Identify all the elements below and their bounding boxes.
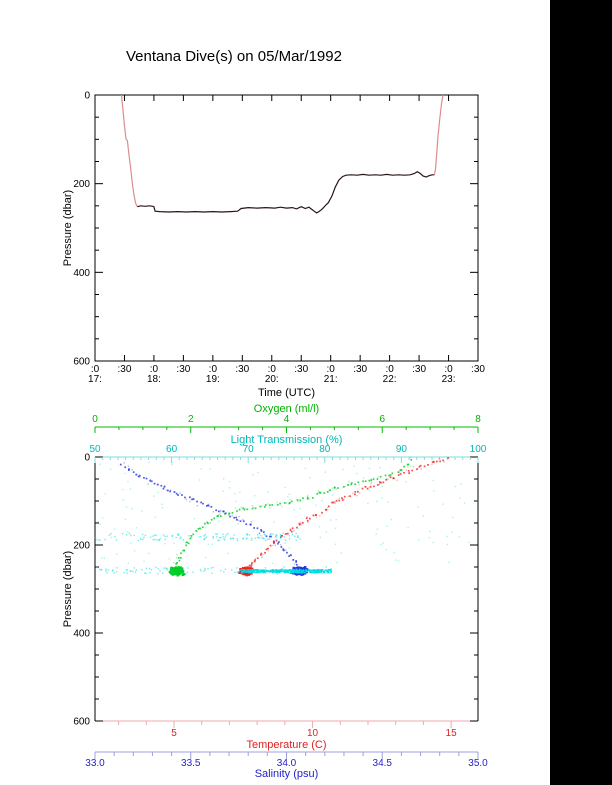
svg-text:90: 90: [396, 444, 408, 455]
series-temperature-profile: [238, 457, 450, 577]
pressure-axis-title-bottom-plot: Pressure (dbar): [62, 550, 74, 628]
svg-text:200: 200: [73, 541, 90, 552]
svg-text::30: :30: [176, 364, 190, 375]
bottom-plot-frame: [94, 456, 479, 722]
svg-text::0: :0: [209, 364, 218, 375]
svg-text::30: :30: [294, 364, 308, 375]
svg-text:19:: 19:: [206, 374, 220, 385]
svg-text::0: :0: [385, 364, 394, 375]
pressure-axis-title-top-plot: Pressure (dbar): [62, 189, 74, 267]
svg-text:80: 80: [319, 444, 331, 455]
svg-text:0: 0: [92, 414, 98, 425]
temperature-axis-title: Temperature (C): [246, 739, 327, 751]
svg-text::0: :0: [91, 364, 100, 375]
page-title: Ventana Dive(s) on 05/Mar/1992: [126, 48, 342, 65]
time-axis-title: Time (UTC): [257, 387, 316, 399]
svg-text:23:: 23:: [442, 374, 456, 385]
series-light-transmission-scatter: [94, 458, 478, 575]
salinity-axis-title: Salinity (psu): [254, 768, 319, 780]
svg-text:33.5: 33.5: [181, 758, 201, 769]
svg-text::30: :30: [235, 364, 249, 375]
svg-text:200: 200: [73, 179, 90, 190]
svg-text:35.0: 35.0: [468, 758, 488, 769]
profile-segment-bottom-time: [137, 170, 435, 214]
svg-text::0: :0: [327, 364, 336, 375]
svg-text:100: 100: [470, 444, 487, 455]
profile-segment-descent: [120, 94, 138, 207]
oxygen-axis-title: Oxygen (ml/l): [253, 403, 320, 415]
svg-text:2: 2: [188, 414, 194, 425]
svg-text:22:: 22:: [383, 374, 397, 385]
svg-text:5: 5: [171, 728, 177, 739]
svg-text::30: :30: [353, 364, 367, 375]
svg-text:34.5: 34.5: [373, 758, 393, 769]
svg-text:60: 60: [166, 444, 178, 455]
top-plot-time-ticks: :017::30:018::30:019::30:020::30:021::30…: [88, 95, 485, 385]
svg-text:600: 600: [73, 357, 90, 368]
svg-text:0: 0: [84, 91, 90, 102]
right-black-strip: [550, 0, 612, 785]
top-plot-pressure-ticks: 0 200 400 600: [73, 91, 478, 368]
svg-text::0: :0: [268, 364, 277, 375]
temperature-axis: 5 10 15: [118, 721, 458, 739]
svg-text::30: :30: [118, 364, 132, 375]
svg-text:18:: 18:: [147, 374, 161, 385]
svg-text:8: 8: [475, 414, 481, 425]
svg-text:600: 600: [73, 717, 90, 728]
svg-text:50: 50: [89, 444, 101, 455]
svg-text:0: 0: [84, 453, 90, 464]
svg-text::0: :0: [444, 364, 453, 375]
svg-text:4: 4: [284, 414, 290, 425]
svg-text:34.0: 34.0: [277, 758, 297, 769]
svg-text:21:: 21:: [324, 374, 338, 385]
dive-profile-line: [120, 94, 444, 214]
light-transmission-axis-title: Light Transmission (%): [230, 434, 343, 446]
svg-text:400: 400: [73, 629, 90, 640]
svg-text:6: 6: [379, 414, 385, 425]
salinity-axis: 33.0 33.5 34.0 34.5 35.0: [85, 751, 488, 769]
svg-text:33.0: 33.0: [85, 758, 105, 769]
svg-text::30: :30: [412, 364, 426, 375]
svg-text:15: 15: [446, 728, 458, 739]
series-oxygen-profile: [168, 456, 413, 577]
oxygen-axis: 0 2 4 6 8: [92, 414, 481, 433]
svg-text:10: 10: [307, 728, 319, 739]
svg-text:17:: 17:: [88, 374, 102, 385]
svg-text:70: 70: [243, 444, 255, 455]
svg-text::0: :0: [150, 364, 159, 375]
bottom-plot-pressure-ticks: 0 200 400 600: [73, 453, 478, 728]
light-transmission-axis: 50 60 70 80 90 100: [89, 444, 487, 463]
svg-text:20:: 20:: [265, 374, 279, 385]
svg-text::30: :30: [471, 364, 485, 375]
profile-segment-ascent: [433, 94, 444, 175]
svg-text:400: 400: [73, 268, 90, 279]
top-plot-frame: [94, 94, 479, 362]
